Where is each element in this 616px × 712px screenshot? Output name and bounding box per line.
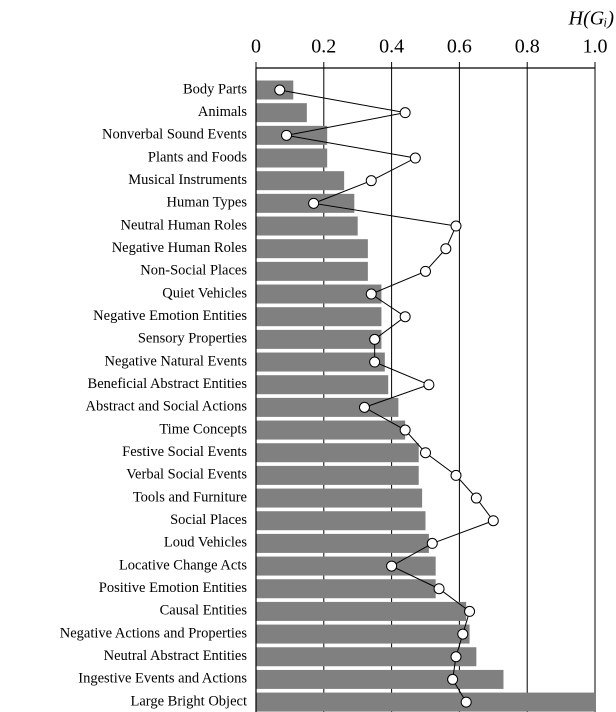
point [399,311,411,323]
bar [256,329,382,349]
bar [256,216,358,236]
bar [256,533,429,553]
y-tick-label: Festive Social Events [122,444,247,460]
point [386,560,398,572]
y-tick-label: Positive Emotion Entities [99,580,248,596]
bar [256,488,423,508]
bar [256,669,504,689]
bar [256,171,345,191]
point [420,265,431,277]
bar [256,103,307,123]
bar [256,624,470,644]
y-tick-label: Locative Change Acts [119,557,247,573]
point [399,107,411,119]
y-tick-label: Negative Actions and Properties [60,625,248,641]
point [457,628,469,640]
bar [256,307,382,327]
y-tick-label: Beneficial Abstract Entities [88,376,248,392]
x-tick-label: 0.8 [515,36,540,58]
bar [256,465,419,485]
x-tick-label: 0.4 [379,36,404,58]
point [423,379,435,391]
point [409,152,421,164]
y-tick-label: Animals [198,104,247,120]
y-tick-label: Large Bright Object [130,693,247,709]
bar [256,556,436,576]
bar [256,601,467,621]
bar [256,239,368,259]
bar [256,511,426,531]
y-tick-label: Social Places [170,512,247,528]
x-tick-label: 0.2 [311,36,336,58]
bar [256,375,389,395]
y-tick-label: Sensory Properties [138,331,247,347]
point [433,583,445,595]
bar [256,647,477,667]
point [450,220,462,232]
point [464,605,476,617]
y-tick-label: Musical Instruments [128,172,247,188]
point [358,401,370,413]
bar [256,443,419,463]
point [369,333,381,345]
point [450,651,462,663]
y-tick-label: Quiet Vehicles [162,285,247,301]
chart-title: H(Gᵢ) [568,8,615,30]
y-tick-label: Non-Social Places [140,263,247,279]
y-tick-label: Tools and Furniture [133,489,247,505]
point [440,243,452,255]
point [470,492,482,504]
y-tick-label: Abstract and Social Actions [86,399,248,415]
bar [256,352,385,372]
point [369,356,381,368]
y-tick-label: Ingestive Events and Actions [78,671,247,687]
point [399,424,411,436]
bar [256,579,436,599]
x-tick-label: 0.6 [447,36,472,58]
y-tick-label: Negative Emotion Entities [93,308,247,324]
x-tick-label: 1.0 [583,36,608,58]
point [308,197,320,209]
point [460,696,472,708]
y-tick-label: Nonverbal Sound Events [102,127,247,143]
point [426,537,438,549]
y-tick-label: Neutral Abstract Entities [104,648,248,664]
bar [256,261,368,281]
point [420,447,431,459]
y-tick-label: Causal Entities [160,603,248,619]
bar [256,193,355,213]
y-tick-label: Loud Vehicles [164,535,247,551]
point [487,515,499,527]
point [365,288,377,300]
point [447,673,459,685]
y-tick-label: Negative Natural Events [104,353,247,369]
point [365,175,377,187]
x-tick-label: 0 [251,36,261,58]
y-tick-label: Body Parts [183,81,247,97]
y-tick-label: Negative Human Roles [112,240,248,256]
bar [256,284,382,304]
point [274,84,286,96]
y-tick-label: Plants and Foods [148,149,247,165]
bar [256,148,328,168]
y-tick-label: Neutral Human Roles [121,217,248,233]
bar [256,692,595,712]
point [281,129,293,141]
bar [256,420,406,440]
line [279,89,495,703]
y-tick-label: Verbal Social Events [126,467,247,483]
y-tick-label: Time Concepts [159,421,247,437]
y-tick-label: Human Types [167,195,248,211]
point [450,469,462,481]
